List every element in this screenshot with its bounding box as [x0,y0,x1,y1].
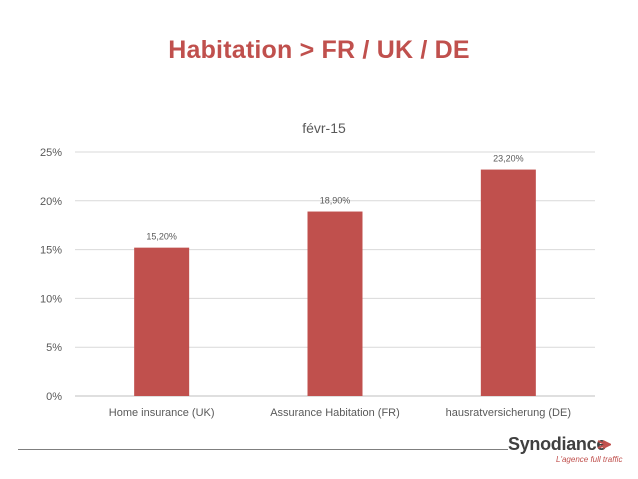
x-tick-label: Home insurance (UK) [109,407,215,419]
data-label: 18,90% [320,196,351,206]
synodiance-logo: Synodiance L'agence full traffic [508,434,628,470]
y-tick-label: 15% [40,245,62,257]
x-tick-label: Assurance Habitation (FR) [270,407,400,419]
y-tick-label: 25% [40,147,62,159]
bar-chart: févr-15 0% 5% 10% 15% 20% 25% 15,20% 18,90% 23,… [40,120,595,419]
chart-title: févr-15 [302,120,346,136]
y-tick-label: 20% [40,196,62,208]
data-label: 23,20% [493,154,524,164]
x-tick-label: hausratversicherung (DE) [446,407,571,419]
footer-divider [18,449,508,450]
y-tick-label: 0% [46,391,62,403]
logo-tagline: L'agence full traffic [556,455,623,464]
bar [134,247,190,396]
slide-title: Habitation > FR / UK / DE [168,36,470,64]
bar [480,169,536,396]
logo-name: Synodiance [508,434,607,454]
y-tick-label: 5% [46,342,62,354]
y-tick-label: 10% [40,293,62,305]
data-label: 15,20% [146,232,177,242]
bar [307,211,363,396]
logo-accent-icon [597,440,611,449]
